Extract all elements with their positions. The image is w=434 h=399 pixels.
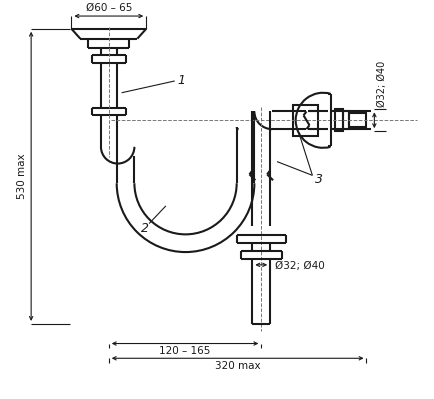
Text: 1: 1 [177,75,185,87]
Text: 320 max: 320 max [214,361,260,371]
Text: Ø32; Ø40: Ø32; Ø40 [376,60,386,107]
Bar [334,109,342,131]
Bar [292,105,318,136]
Text: 120 – 165: 120 – 165 [159,346,210,356]
Bar [342,111,348,129]
Text: 3: 3 [315,173,322,186]
Text: Ø32; Ø40: Ø32; Ø40 [274,261,324,271]
Text: Ø60 – 65: Ø60 – 65 [85,3,132,13]
Text: 2: 2 [141,222,149,235]
Bar [348,113,365,127]
Text: 530 max: 530 max [17,154,27,199]
